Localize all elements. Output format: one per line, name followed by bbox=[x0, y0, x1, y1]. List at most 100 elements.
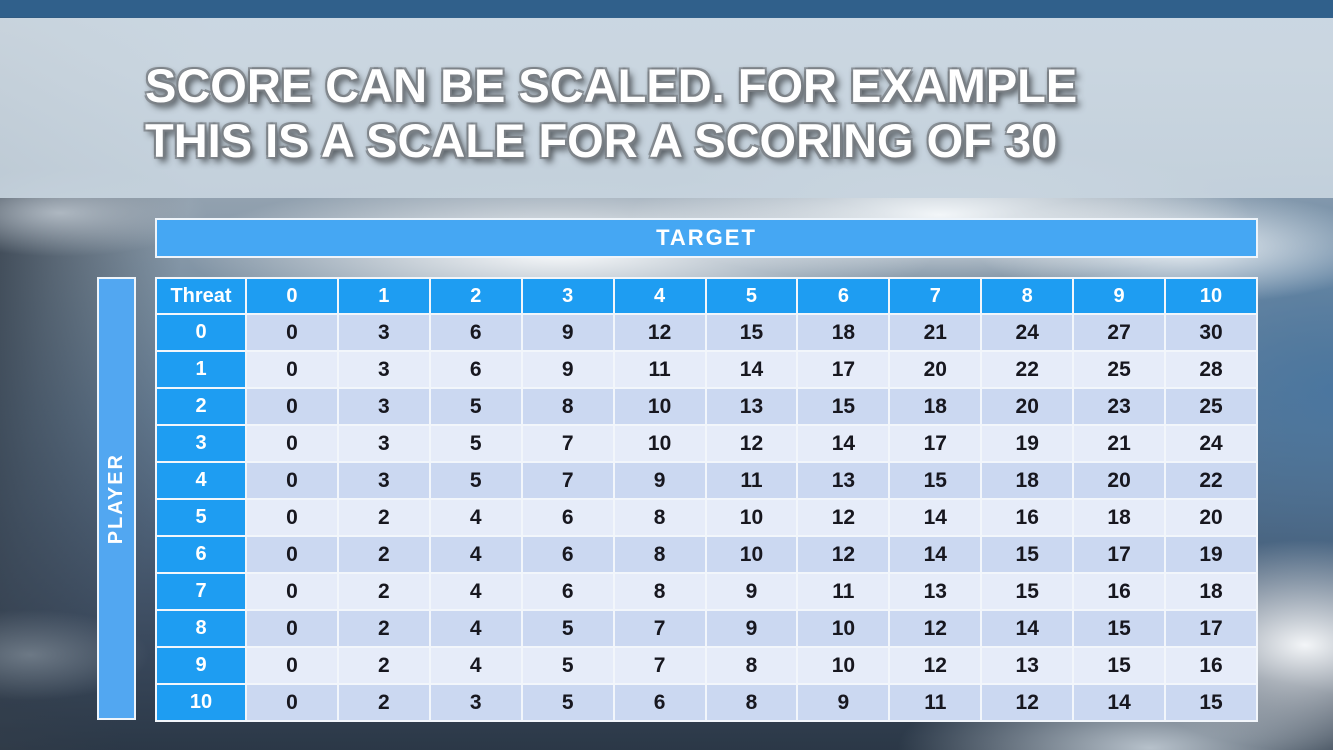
score-cell: 7 bbox=[520, 461, 615, 500]
score-cell: 0 bbox=[245, 498, 339, 537]
title-line-2: THIS IS A SCALE FOR A SCORING OF 30 bbox=[145, 114, 1058, 167]
score-cell: 8 bbox=[704, 683, 799, 722]
score-cell: 16 bbox=[1164, 646, 1258, 685]
score-cell: 8 bbox=[612, 498, 707, 537]
score-cell: 15 bbox=[980, 572, 1075, 611]
score-cell: 3 bbox=[428, 683, 523, 722]
table-row: 7 0 2 4 6 8 9 11 13 15 16 18 bbox=[155, 572, 1258, 611]
score-cell: 12 bbox=[888, 609, 983, 648]
score-cell: 11 bbox=[796, 572, 891, 611]
score-cell: 6 bbox=[612, 683, 707, 722]
score-cell: 8 bbox=[704, 646, 799, 685]
table-row: 0 0 3 6 9 12 15 18 21 24 27 30 bbox=[155, 313, 1258, 352]
score-cell: 15 bbox=[1072, 646, 1167, 685]
slide-title: SCORE CAN BE SCALED. FOR EXAMPLE THIS IS… bbox=[145, 58, 1077, 168]
score-cell: 17 bbox=[796, 350, 891, 389]
score-cell: 28 bbox=[1164, 350, 1258, 389]
row-header: 6 bbox=[155, 535, 247, 574]
score-cell: 0 bbox=[245, 535, 339, 574]
score-cell: 18 bbox=[1164, 572, 1258, 611]
score-cell: 13 bbox=[796, 461, 891, 500]
score-cell: 4 bbox=[428, 609, 523, 648]
score-cell: 14 bbox=[888, 498, 983, 537]
score-cell: 13 bbox=[980, 646, 1075, 685]
player-axis-label: PLAYER bbox=[105, 452, 127, 545]
title-banner: SCORE CAN BE SCALED. FOR EXAMPLE THIS IS… bbox=[0, 18, 1333, 198]
target-axis-label: TARGET bbox=[656, 225, 757, 250]
score-cell: 19 bbox=[980, 424, 1075, 463]
row-header: 3 bbox=[155, 424, 247, 463]
score-cell: 10 bbox=[704, 498, 799, 537]
score-table-head: Threat 0 1 2 3 4 5 6 7 8 9 10 bbox=[155, 277, 1258, 315]
score-cell: 3 bbox=[336, 461, 431, 500]
score-cell: 11 bbox=[888, 683, 983, 722]
score-cell: 4 bbox=[428, 646, 523, 685]
score-cell: 10 bbox=[796, 609, 891, 648]
score-cell: 15 bbox=[1164, 683, 1258, 722]
score-cell: 5 bbox=[520, 646, 615, 685]
target-axis-header: TARGET bbox=[155, 218, 1258, 258]
score-cell: 18 bbox=[980, 461, 1075, 500]
score-cell: 23 bbox=[1072, 387, 1167, 426]
row-header: 9 bbox=[155, 646, 247, 685]
score-cell: 5 bbox=[428, 387, 523, 426]
table-row: 1 0 3 6 9 11 14 17 20 22 25 28 bbox=[155, 350, 1258, 389]
score-cell: 5 bbox=[428, 461, 523, 500]
score-cell: 21 bbox=[1072, 424, 1167, 463]
threat-corner-header: Threat bbox=[155, 277, 247, 315]
score-cell: 2 bbox=[336, 683, 431, 722]
score-cell: 9 bbox=[520, 350, 615, 389]
score-cell: 10 bbox=[796, 646, 891, 685]
score-cell: 5 bbox=[428, 424, 523, 463]
score-cell: 0 bbox=[245, 387, 339, 426]
score-cell: 17 bbox=[888, 424, 983, 463]
score-cell: 0 bbox=[245, 683, 339, 722]
score-cell: 3 bbox=[336, 313, 431, 352]
score-cell: 25 bbox=[1164, 387, 1258, 426]
row-header: 1 bbox=[155, 350, 247, 389]
score-table: Threat 0 1 2 3 4 5 6 7 8 9 10 0 0 3 6 9 12 15 18 21 24 27 30 1… bbox=[155, 277, 1258, 722]
score-cell: 2 bbox=[336, 572, 431, 611]
score-cell: 20 bbox=[980, 387, 1075, 426]
score-cell: 20 bbox=[1164, 498, 1258, 537]
row-header: 10 bbox=[155, 683, 247, 722]
score-cell: 22 bbox=[980, 350, 1075, 389]
score-cell: 20 bbox=[888, 350, 983, 389]
table-row: 10 0 2 3 5 6 8 9 11 12 14 15 bbox=[155, 683, 1258, 722]
column-header: 8 bbox=[980, 277, 1075, 315]
row-header: 7 bbox=[155, 572, 247, 611]
row-header: 4 bbox=[155, 461, 247, 500]
score-cell: 19 bbox=[1164, 535, 1258, 574]
score-cell: 12 bbox=[796, 535, 891, 574]
score-cell: 0 bbox=[245, 424, 339, 463]
column-header: 7 bbox=[888, 277, 983, 315]
column-header: 10 bbox=[1164, 277, 1258, 315]
score-cell: 5 bbox=[520, 683, 615, 722]
score-cell: 12 bbox=[888, 646, 983, 685]
row-header: 8 bbox=[155, 609, 247, 648]
score-cell: 21 bbox=[888, 313, 983, 352]
row-header: 2 bbox=[155, 387, 247, 426]
table-row: 8 0 2 4 5 7 9 10 12 14 15 17 bbox=[155, 609, 1258, 648]
score-cell: 0 bbox=[245, 646, 339, 685]
score-cell: 8 bbox=[612, 535, 707, 574]
score-cell: 5 bbox=[520, 609, 615, 648]
column-header: 4 bbox=[612, 277, 707, 315]
score-cell: 9 bbox=[796, 683, 891, 722]
score-cell: 9 bbox=[520, 313, 615, 352]
score-cell: 16 bbox=[1072, 572, 1167, 611]
score-cell: 24 bbox=[1164, 424, 1258, 463]
score-cell: 25 bbox=[1072, 350, 1167, 389]
score-cell: 16 bbox=[980, 498, 1075, 537]
score-cell: 9 bbox=[612, 461, 707, 500]
score-cell: 4 bbox=[428, 498, 523, 537]
score-cell: 15 bbox=[796, 387, 891, 426]
table-row: 6 0 2 4 6 8 10 12 14 15 17 19 bbox=[155, 535, 1258, 574]
column-header: 1 bbox=[336, 277, 431, 315]
score-cell: 8 bbox=[520, 387, 615, 426]
score-cell: 0 bbox=[245, 572, 339, 611]
score-cell: 27 bbox=[1072, 313, 1167, 352]
score-cell: 4 bbox=[428, 535, 523, 574]
column-header: 5 bbox=[704, 277, 799, 315]
score-cell: 6 bbox=[428, 313, 523, 352]
